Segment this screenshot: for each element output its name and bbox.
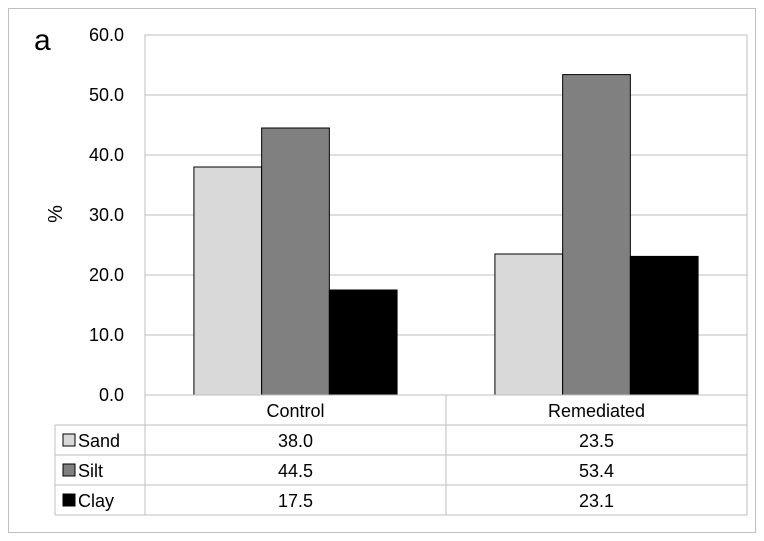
bar-series: [193, 74, 699, 396]
legend-key-silt: [62, 463, 76, 477]
bar-silt-control: [261, 127, 330, 396]
table-value: 44.5: [278, 461, 313, 481]
y-tick-label: 10.0: [89, 325, 124, 345]
bar-clay-control: [328, 289, 398, 396]
y-tick-label: 40.0: [89, 145, 124, 165]
legend-label-sand: Sand: [78, 431, 120, 451]
panel-label: a: [34, 24, 51, 57]
data-table: Control Remediated Sand 38.0 23.5 Silt 44.5 53.…: [54, 394, 748, 516]
y-axis-title: %: [45, 205, 67, 223]
x-category-label: Remediated: [548, 401, 645, 421]
bar-silt-remediated: [562, 74, 631, 396]
table-value: 17.5: [278, 491, 313, 511]
legend-key-clay: [62, 493, 76, 507]
bar-sand-control: [193, 166, 263, 396]
legend-label-silt: Silt: [78, 461, 103, 481]
table-value: 23.5: [579, 431, 614, 451]
legend-key-sand: [62, 433, 76, 447]
y-tick-label: 60.0: [89, 25, 124, 45]
y-tick-label: 30.0: [89, 205, 124, 225]
table-value: 53.4: [579, 461, 614, 481]
table-value: 23.1: [579, 491, 614, 511]
y-tick-label: 50.0: [89, 85, 124, 105]
y-tick-label: 20.0: [89, 265, 124, 285]
legend-label-clay: Clay: [78, 491, 114, 511]
x-category-label: Control: [266, 401, 324, 421]
bar-clay-remediated: [629, 255, 699, 396]
y-axis-tick-labels: 0.0 10.0 20.0 30.0 40.0 50.0 60.0: [89, 25, 124, 405]
bar-sand-remediated: [494, 253, 564, 396]
y-tick-label: 0.0: [99, 385, 124, 405]
table-value: 38.0: [278, 431, 313, 451]
